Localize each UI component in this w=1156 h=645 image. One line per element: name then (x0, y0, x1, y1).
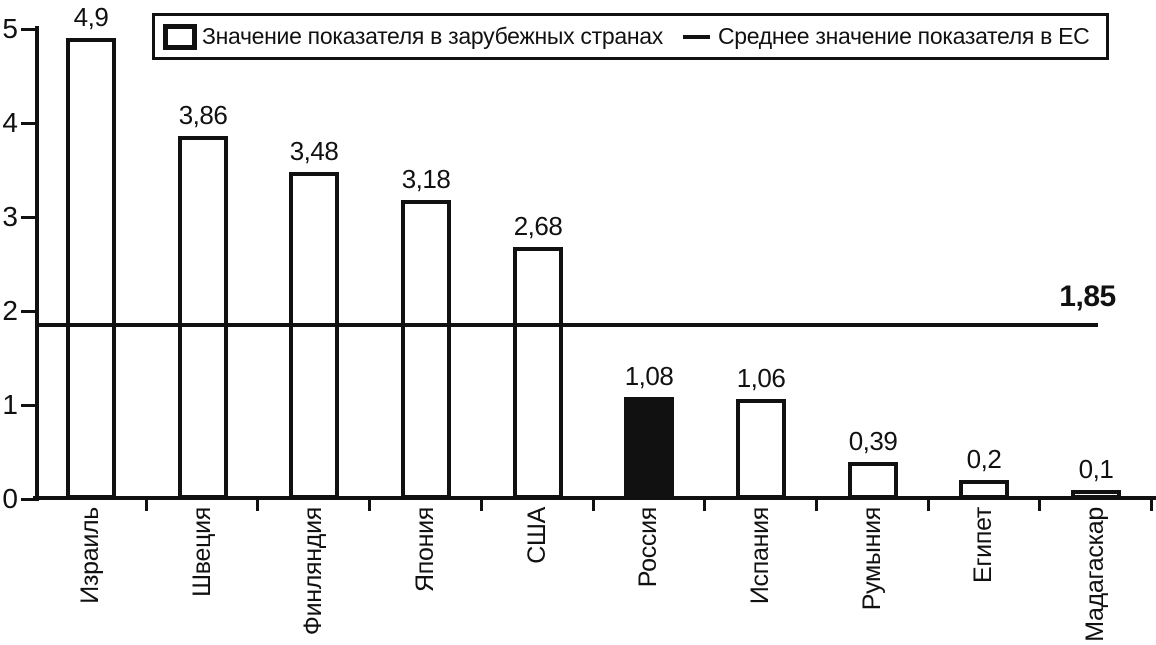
y-tick-label: 1 (2, 389, 18, 420)
y-tick-label: 2 (2, 295, 18, 326)
mean-line (35, 323, 1098, 327)
x-axis-label: Испания (746, 507, 774, 605)
bar (289, 172, 339, 499)
legend-bar-label: Значение показателя в зарубежных странах (202, 23, 663, 49)
bar-value-label: 1,06 (736, 363, 786, 393)
x-axis-label: Швеция (188, 507, 216, 597)
x-tick (592, 499, 595, 511)
x-tick (480, 499, 483, 511)
y-tick-label: 5 (2, 13, 18, 44)
x-axis-label: Египет (969, 507, 997, 584)
bar (736, 399, 786, 499)
y-axis-line (35, 26, 39, 501)
x-axis-label: Мадагаскар (1081, 507, 1109, 642)
x-axis-label: Финляндия (299, 507, 327, 636)
bar (401, 200, 451, 499)
bar (624, 397, 674, 499)
x-axis-label: Япония (411, 507, 439, 593)
bar (1071, 490, 1121, 499)
bar-value-label: 2,68 (513, 211, 563, 241)
x-axis-label: США (523, 507, 551, 564)
bar (959, 480, 1009, 499)
legend-bar-swatch-icon (163, 23, 197, 50)
bar-value-label: 3,48 (289, 136, 339, 166)
x-tick (815, 499, 818, 511)
y-tick-label: 3 (2, 201, 18, 232)
bar-value-label: 4,9 (73, 2, 109, 32)
bar (513, 247, 563, 499)
x-axis-line (33, 496, 1156, 500)
bar-value-label: 0,1 (1078, 454, 1114, 484)
bar-value-label: 1,08 (624, 361, 674, 391)
x-tick (256, 499, 259, 511)
bar-value-label: 3,86 (178, 100, 228, 130)
x-axis-label: Израиль (76, 507, 104, 604)
mean-line-label: 1,85 (1059, 280, 1116, 313)
x-tick (368, 499, 371, 511)
x-tick (703, 499, 706, 511)
x-axis-label: Россия (634, 507, 662, 588)
bar (848, 462, 898, 499)
legend-line-label: Среднее значение показателя в ЕС (717, 23, 1090, 49)
x-tick (1038, 499, 1041, 511)
x-axis-label: Румыния (858, 507, 886, 611)
x-tick (927, 499, 930, 511)
y-tick (21, 122, 35, 125)
legend: Значение показателя в зарубежных странах… (152, 13, 1109, 60)
legend-line-swatch-icon (682, 34, 710, 39)
bar-value-label: 0,39 (848, 426, 898, 456)
x-tick (1150, 499, 1153, 511)
y-tick (21, 28, 35, 31)
y-tick-label: 0 (2, 483, 18, 514)
bar-value-label: 0,2 (966, 444, 1002, 474)
bar (178, 136, 228, 499)
y-tick-label: 4 (2, 107, 18, 138)
x-tick (145, 499, 148, 511)
y-tick (21, 498, 35, 501)
y-tick (21, 216, 35, 219)
bar-value-label: 3,18 (401, 164, 451, 194)
bar (66, 38, 116, 499)
y-tick (21, 404, 35, 407)
y-tick (21, 310, 35, 313)
